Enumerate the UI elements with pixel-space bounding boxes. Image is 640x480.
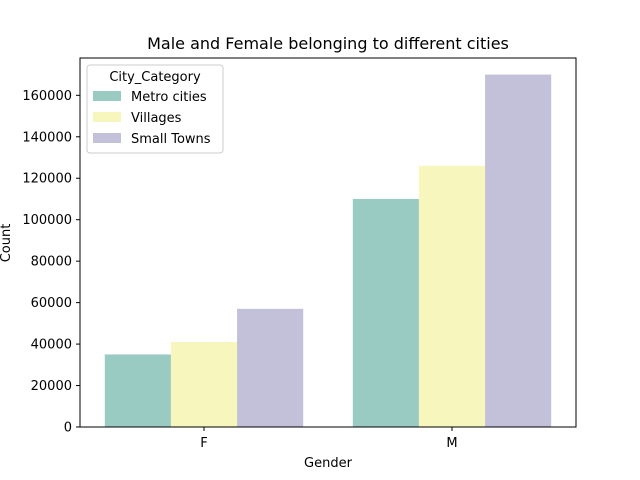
legend-box (86, 64, 224, 154)
bar-M-villages (418, 165, 486, 427)
y-tick-label: 0 (64, 421, 72, 436)
bar-M-metro-cities (352, 198, 419, 427)
legend-swatch (93, 91, 121, 101)
chart-title: Male and Female belonging to different c… (147, 34, 509, 53)
legend-swatch (93, 133, 121, 143)
x-axis-label: Gender (304, 456, 353, 471)
y-tick-label: 160000 (22, 89, 72, 104)
y-axis-ticks: 0 20000 40000 60000 80000 100000 120000 140000 1… (22, 89, 80, 436)
legend: City_Category Metro cities Villages Small … (86, 64, 224, 154)
y-tick-label: 100000 (22, 213, 72, 228)
y-axis-label: Count (0, 224, 14, 263)
y-tick-label: 120000 (22, 172, 72, 187)
x-tick-label: F (200, 436, 207, 451)
y-tick-label: 40000 (31, 338, 72, 353)
y-tick-label: 140000 (22, 130, 72, 145)
legend-swatch (93, 112, 121, 122)
x-tick-label: M (446, 436, 457, 451)
bar-F-metro-cities (104, 354, 171, 427)
legend-label: Small Towns (131, 132, 211, 147)
y-tick-label: 60000 (31, 296, 72, 311)
legend-title: City_Category (109, 70, 201, 85)
plot-frame (79, 57, 577, 428)
bars-group (104, 74, 552, 428)
legend-items: Metro cities Villages Small Towns (93, 90, 211, 147)
bar-F-small-towns (237, 308, 304, 427)
bar-M-small-towns (485, 74, 552, 428)
y-tick-label: 20000 (31, 379, 72, 394)
legend-label: Metro cities (131, 90, 207, 105)
y-tick-label: 80000 (31, 255, 72, 270)
legend-label: Villages (131, 111, 182, 126)
bar-F-villages (170, 342, 238, 427)
